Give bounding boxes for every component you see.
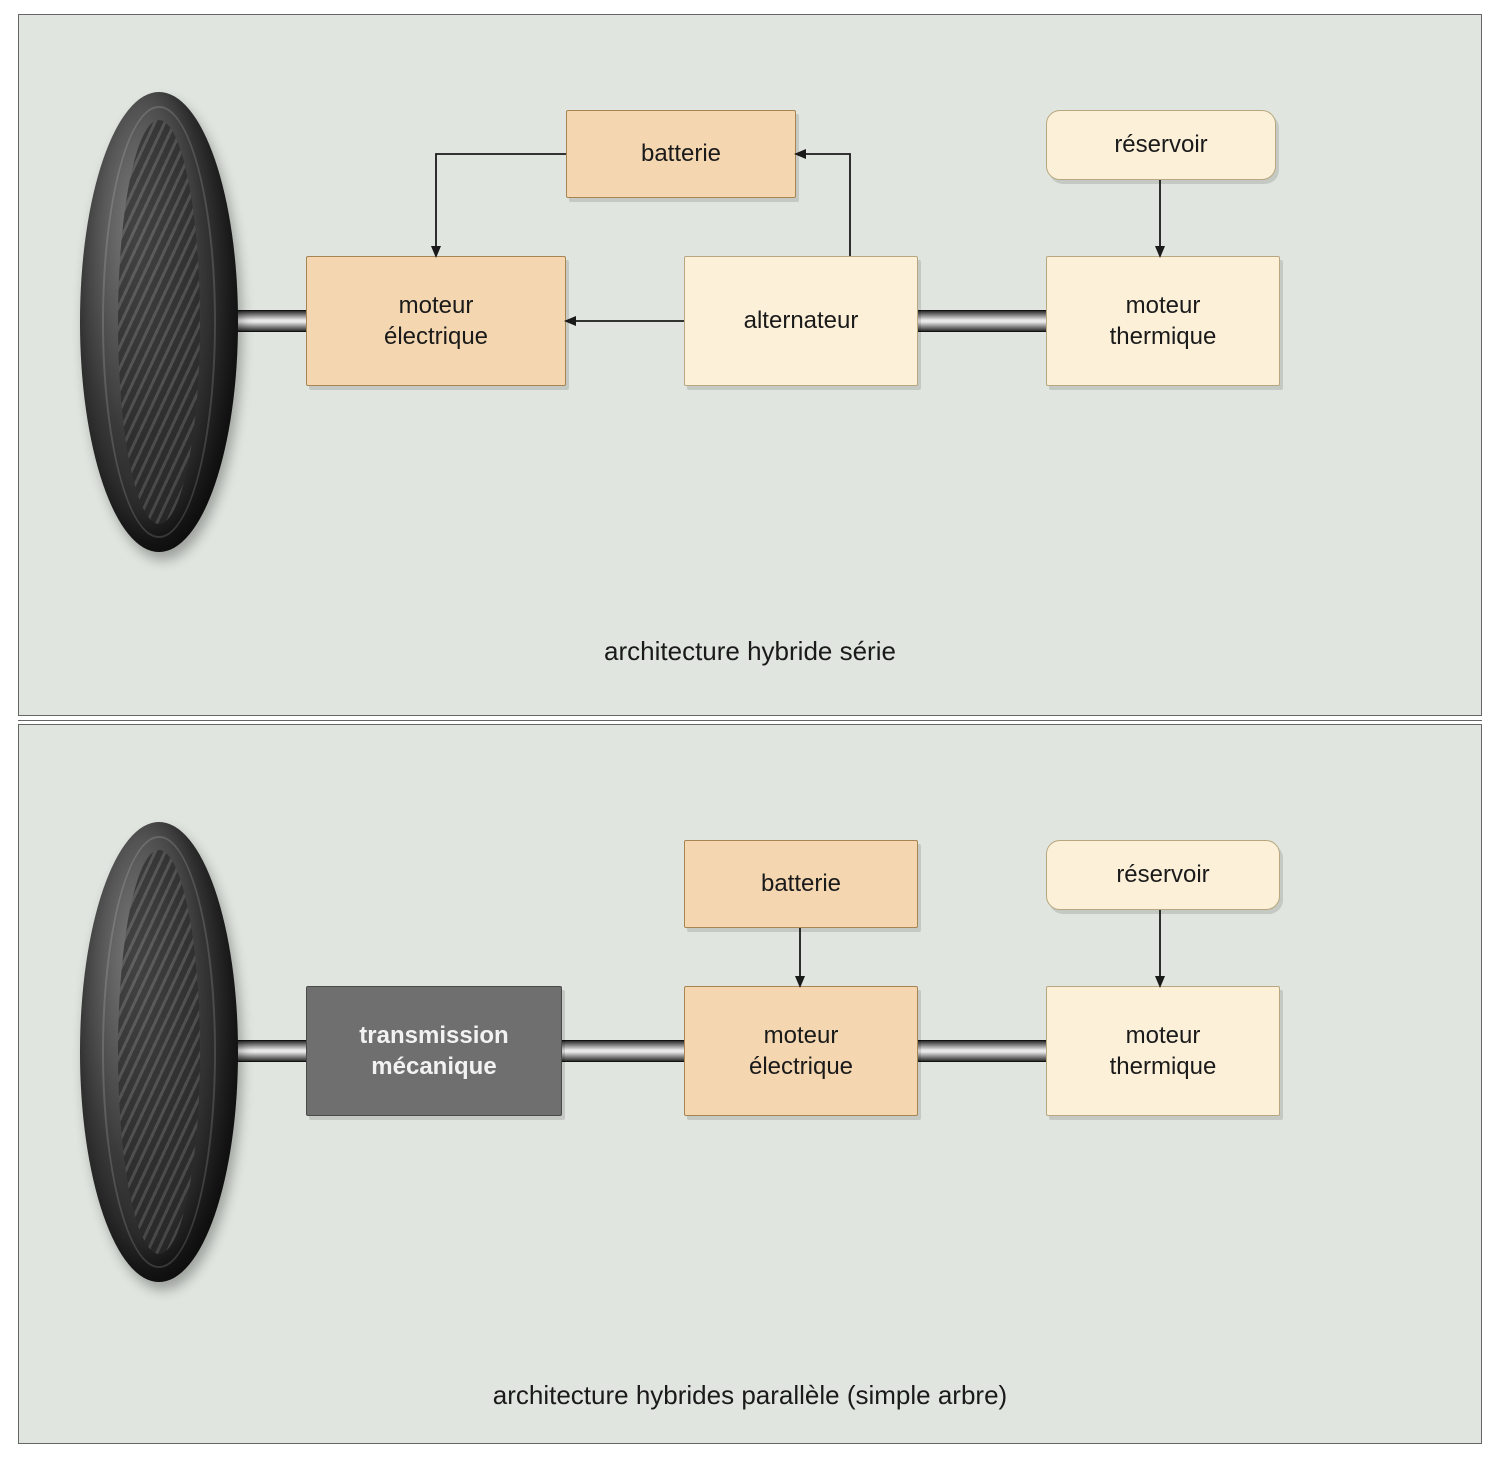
top-reservoir-label: réservoir — [1114, 129, 1207, 160]
top-reservoir-node: réservoir — [1046, 110, 1276, 180]
drive-shaft — [916, 310, 1046, 332]
bottom-moteur_therm-node: moteur thermique — [1046, 986, 1280, 1116]
bottom-reservoir-label: réservoir — [1116, 859, 1209, 890]
top-moteur_elec-node: moteur électrique — [306, 256, 566, 386]
bottom-transmission-label: transmission mécanique — [359, 1020, 508, 1082]
bottom-moteur_elec-node: moteur électrique — [684, 986, 918, 1116]
top-alternateur-node: alternateur — [684, 256, 918, 386]
diagram-canvas: batterie réservoir moteur électrique altern… — [0, 0, 1500, 1459]
drive-shaft — [560, 1040, 684, 1062]
drive-shaft — [916, 1040, 1046, 1062]
tire-icon — [80, 822, 238, 1282]
top-moteur_therm-node: moteur thermique — [1046, 256, 1280, 386]
bottom-reservoir-node: réservoir — [1046, 840, 1280, 910]
bottom-transmission-node: transmission mécanique — [306, 986, 562, 1116]
bottom-moteur_elec-label: moteur électrique — [749, 1020, 853, 1082]
panel-divider — [18, 720, 1482, 721]
top-caption: architecture hybride série — [0, 636, 1500, 667]
top-moteur_therm-label: moteur thermique — [1110, 290, 1217, 352]
top-batterie-label: batterie — [641, 138, 721, 169]
tire-icon — [80, 92, 238, 552]
bottom-batterie-label: batterie — [761, 868, 841, 899]
bottom-moteur_therm-label: moteur thermique — [1110, 1020, 1217, 1082]
bottom-batterie-node: batterie — [684, 840, 918, 928]
top-alternateur-label: alternateur — [744, 305, 859, 336]
top-batterie-node: batterie — [566, 110, 796, 198]
top-moteur_elec-label: moteur électrique — [384, 290, 488, 352]
bottom-caption: architecture hybrides parallèle (simple … — [0, 1380, 1500, 1411]
